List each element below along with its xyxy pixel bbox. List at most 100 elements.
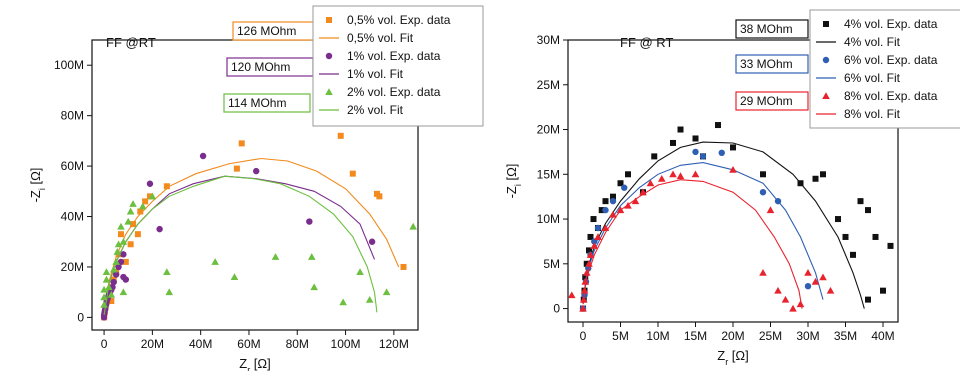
data-point: [163, 268, 171, 275]
data-point: [812, 175, 819, 182]
series-5: [568, 166, 835, 312]
legend-entry: 4% vol. Exp. data: [844, 17, 938, 31]
data-point: [691, 170, 700, 178]
y-tick-label: 15M: [537, 167, 560, 181]
data-point: [339, 298, 347, 306]
data-point: [129, 200, 137, 207]
chart-panel-1: 0 20M 40M 60M 80M 100M 120M 0 20M 40M 60M 80M 100M FF…: [28, 5, 484, 371]
data-point: [617, 180, 624, 187]
legend-entry: 0,5% vol. Exp. data: [347, 13, 451, 27]
data-point: [676, 172, 685, 180]
resistance-box: [223, 93, 311, 113]
series-1: [580, 122, 894, 312]
x-tick-label: 0: [580, 329, 587, 343]
y-axis-label: -Zi [Ω]: [504, 164, 523, 199]
y-tick-label: 20M: [61, 260, 84, 274]
data-point: [646, 179, 655, 187]
data-point: [609, 210, 617, 218]
data-point: [310, 283, 318, 291]
chart-title: FF @ RT: [620, 35, 673, 50]
legend-marker: [822, 92, 830, 99]
fit-line-4: [582, 162, 824, 305]
data-point: [199, 152, 207, 160]
series-3: [100, 152, 376, 321]
data-point: [307, 253, 316, 260]
data-point: [657, 174, 666, 182]
legend-entry: 4% vol. Fit: [844, 35, 901, 49]
data-point: [356, 268, 364, 275]
data-point: [819, 273, 827, 281]
data-point: [137, 208, 144, 215]
data-point: [349, 170, 356, 177]
data-point: [382, 288, 391, 296]
data-point: [872, 233, 879, 240]
data-point: [586, 251, 595, 258]
data-point: [842, 233, 849, 240]
legend-box: [312, 5, 484, 127]
data-point: [677, 126, 684, 133]
data-point: [117, 231, 124, 238]
legend-box: [809, 9, 960, 129]
data-point: [692, 148, 699, 156]
data-point: [651, 153, 658, 160]
x-tick-label: 25M: [759, 329, 782, 343]
y-tick-label: 80M: [61, 109, 84, 123]
fit-line-6: [582, 179, 803, 309]
x-tick-label: 40M: [871, 329, 894, 343]
data-point: [729, 166, 737, 173]
data-point: [568, 291, 576, 299]
x-tick-label: 30M: [796, 329, 819, 343]
y-tick-label: 60M: [61, 159, 84, 173]
data-point: [271, 253, 280, 260]
x-tick-label: 5M: [612, 329, 629, 343]
data-point: [238, 140, 245, 147]
y-axis-label: -Zi [Ω]: [28, 168, 47, 203]
data-point: [594, 224, 602, 232]
data-point: [789, 304, 797, 312]
data-point: [165, 288, 174, 296]
data-layer: [100, 114, 417, 321]
x-tick-label: 20M: [721, 329, 744, 343]
data-point: [100, 285, 108, 293]
data-point: [621, 184, 628, 191]
data-point: [602, 206, 609, 214]
legend-marker: [823, 21, 829, 27]
resistance-box: [735, 91, 809, 111]
legend-marker: [325, 88, 333, 95]
data-point: [146, 180, 154, 187]
x-tick-label: 20M: [141, 337, 164, 351]
data-point: [112, 271, 120, 278]
legend-entry: 2% vol. Fit: [347, 103, 404, 117]
data-point: [586, 247, 592, 254]
data-point: [146, 193, 153, 200]
resistance-label: 126 MOhm: [237, 24, 296, 38]
chart-panel-2: 0 5M 10M 15M 20M 25M 30M 35M 40M 0 5M 10M 15M 20M 25M 3…: [504, 9, 960, 367]
data-point: [113, 248, 122, 255]
data-point: [253, 167, 260, 175]
legend-entry: 1% vol. Exp. data: [347, 49, 441, 63]
data-point: [766, 206, 775, 214]
data-point: [108, 298, 115, 304]
data-point: [124, 217, 133, 225]
resistance-label: 120 MOhm: [231, 60, 290, 74]
fit-line-4: [103, 175, 376, 315]
data-point: [582, 268, 591, 276]
data-point: [594, 233, 602, 240]
data-point: [759, 268, 767, 276]
resistance-label: 29 MOhm: [740, 94, 793, 108]
data-point: [811, 277, 820, 285]
data-point: [598, 207, 605, 214]
x-axis-label: Zr [Ω]: [239, 356, 271, 371]
legend-entry: 1% vol. Fit: [347, 67, 404, 81]
y-tick-label: 30M: [537, 33, 560, 47]
data-point: [590, 216, 597, 223]
data-point: [857, 198, 864, 205]
data-point: [583, 260, 590, 267]
data-point: [804, 268, 812, 276]
data-point: [127, 241, 134, 248]
data-point: [718, 149, 725, 156]
data-point: [233, 165, 240, 172]
x-tick-label: 100M: [331, 337, 361, 351]
legend-entry: 6% vol. Exp. data: [844, 53, 938, 67]
chart-title: FF @RT: [106, 35, 156, 50]
